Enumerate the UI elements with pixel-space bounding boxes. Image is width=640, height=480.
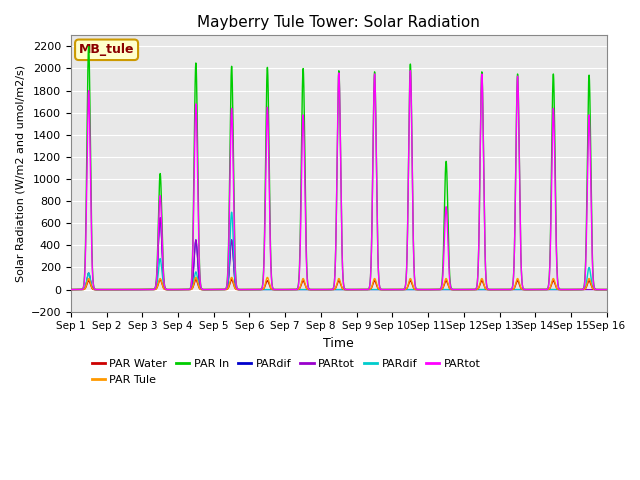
- Text: MB_tule: MB_tule: [79, 43, 134, 56]
- Y-axis label: Solar Radiation (W/m2 and umol/m2/s): Solar Radiation (W/m2 and umol/m2/s): [15, 65, 25, 282]
- Legend: PAR Water, PAR Tule, PAR In, PARdif, PARtot, PARdif, PARtot: PAR Water, PAR Tule, PAR In, PARdif, PAR…: [87, 355, 485, 389]
- Title: Mayberry Tule Tower: Solar Radiation: Mayberry Tule Tower: Solar Radiation: [197, 15, 480, 30]
- X-axis label: Time: Time: [323, 337, 354, 350]
